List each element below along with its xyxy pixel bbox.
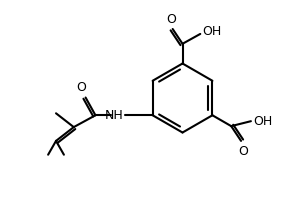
Text: O: O [238, 145, 248, 158]
Text: OH: OH [253, 115, 272, 128]
Text: NH: NH [104, 109, 123, 122]
Text: O: O [77, 81, 87, 94]
Text: O: O [166, 13, 176, 26]
Text: OH: OH [202, 26, 221, 38]
